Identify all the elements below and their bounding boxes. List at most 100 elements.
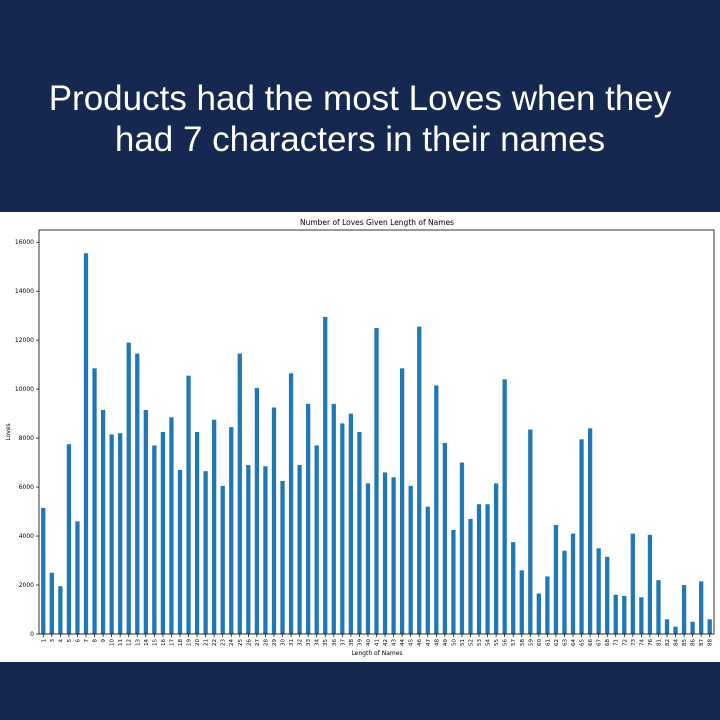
x-tick-label: 24: [229, 639, 235, 646]
x-tick-label: 1: [41, 639, 47, 643]
x-tick-label: 53: [477, 639, 483, 646]
bar-76: [647, 534, 653, 634]
bar-39: [357, 432, 362, 634]
x-tick-label: 66: [588, 639, 594, 646]
x-tick-label: 49: [443, 639, 449, 646]
x-tick-label: 15: [152, 639, 158, 646]
x-tick-label: 41: [375, 639, 381, 646]
bar-35: [323, 316, 328, 634]
bar-59: [528, 429, 533, 634]
x-tick-label: 16: [161, 639, 167, 646]
x-tick-label: 86: [691, 639, 697, 646]
x-tick-label: 40: [366, 639, 372, 646]
bar-54: [485, 504, 490, 634]
x-tick-label: 32: [298, 639, 304, 646]
x-tick-label: 8: [93, 639, 99, 643]
x-tick-label: 19: [187, 639, 193, 646]
bar-37: [340, 423, 345, 634]
x-tick-label: 81: [656, 639, 662, 646]
bar-86: [690, 621, 695, 634]
x-axis-label: Length of Names: [351, 650, 402, 657]
bar-57: [511, 542, 516, 634]
chart-panel: Number of Loves Given Length of Names Lo…: [0, 212, 720, 662]
x-tick-label: 36: [332, 639, 338, 646]
bar-33: [306, 403, 311, 634]
bar-71: [613, 594, 618, 634]
chart-title: Number of Loves Given Length of Names: [300, 218, 454, 227]
bar-3: [49, 572, 54, 634]
bar-63: [562, 550, 567, 634]
bar-44: [399, 368, 405, 634]
bar-48: [434, 385, 439, 634]
x-tick-label: 55: [494, 639, 500, 646]
bar-45: [408, 485, 413, 634]
bar-81: [656, 580, 661, 634]
bar-chart: Number of Loves Given Length of Names Lo…: [5, 218, 715, 657]
x-tick-label: 74: [639, 639, 645, 646]
slide-title: Products had the most Loves when they ha…: [48, 79, 672, 159]
y-tick-label: 12000: [15, 337, 34, 344]
x-tick-label: 71: [614, 639, 620, 646]
bar-61: [545, 576, 550, 634]
bar-22: [212, 419, 217, 634]
x-tick-label: 11: [118, 639, 124, 646]
x-tick-label: 13: [135, 639, 141, 646]
bar-8: [92, 368, 97, 634]
x-tick-label: 63: [562, 639, 568, 646]
x-tick-label: 73: [631, 639, 637, 646]
x-tick-label: 27: [255, 639, 261, 646]
x-tick-label: 72: [622, 639, 628, 646]
y-tick-label: 8000: [19, 435, 34, 442]
x-tick-label: 6: [75, 639, 81, 643]
x-tick-label: 47: [426, 639, 432, 646]
x-tick-label: 76: [648, 639, 654, 646]
bar-26: [246, 465, 251, 634]
x-tick-label: 4: [58, 639, 64, 643]
bar-85: [681, 585, 687, 634]
x-tick-label: 10: [110, 639, 116, 646]
bar-29: [271, 407, 277, 634]
x-tick-label: 65: [580, 639, 586, 646]
bar-10: [109, 434, 114, 634]
x-tick-label: 59: [528, 639, 534, 646]
bar-14: [143, 409, 148, 634]
x-tick-label: 45: [409, 639, 415, 646]
x-tick-label: 88: [708, 639, 714, 646]
bar-4: [58, 586, 63, 634]
bar-40: [365, 483, 371, 634]
x-tick-label: 26: [246, 639, 252, 646]
bar-13: [135, 353, 140, 634]
bar-38: [348, 413, 354, 634]
bar-68: [605, 556, 610, 634]
bar-74: [639, 597, 644, 634]
bar-64: [570, 533, 576, 634]
y-tick-label: 0: [30, 631, 34, 638]
bar-67: [596, 548, 601, 634]
x-tick-label: 46: [417, 639, 423, 646]
bar-12: [126, 342, 131, 634]
x-tick-label: 84: [674, 639, 680, 646]
bar-46: [417, 326, 422, 634]
bar-82: [664, 619, 670, 634]
x-tick-label: 33: [306, 639, 312, 646]
bar-16: [160, 432, 166, 634]
x-tick-label: 68: [605, 639, 611, 646]
bar-88: [707, 619, 712, 634]
x-tick-label: 18: [178, 639, 184, 646]
x-tick-label: 30: [281, 639, 287, 646]
plot-frame: [38, 229, 715, 635]
x-tick-label: 52: [468, 639, 474, 646]
bar-32: [297, 465, 302, 634]
x-tick-label: 38: [349, 639, 355, 646]
y-tick-label: 6000: [19, 484, 34, 491]
bar-87: [699, 581, 704, 634]
x-tick-label: 56: [503, 639, 509, 646]
bar-27: [254, 387, 260, 634]
y-axis-ticks: 0 2000 4000 6000 8000 10000 12000 14000 16000: [15, 239, 39, 638]
bar-47: [425, 506, 430, 634]
bar-25: [237, 353, 242, 634]
x-tick-label: 21: [204, 639, 210, 646]
bar-62: [553, 525, 559, 634]
x-tick-label: 43: [392, 639, 398, 646]
bar-1: [41, 507, 46, 634]
